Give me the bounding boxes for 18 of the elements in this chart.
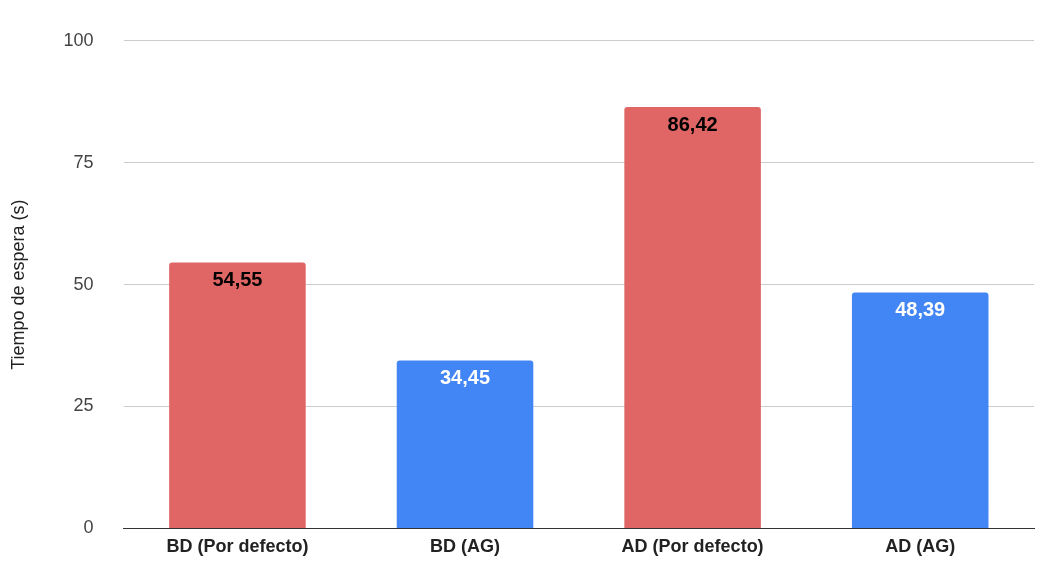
bar xyxy=(851,292,989,528)
data-label: 86,42 xyxy=(667,112,718,135)
y-tick-label: 0 xyxy=(83,517,94,538)
x-tick-label: BD (Por defecto) xyxy=(166,536,309,557)
bar xyxy=(396,360,534,528)
y-tick-label: 50 xyxy=(73,273,94,294)
y-axis-title: Tiempo de espera (s) xyxy=(7,199,28,370)
data-label: 48,39 xyxy=(895,297,946,320)
y-tick-label: 100 xyxy=(63,29,94,50)
x-tick-label: AD (Por defecto) xyxy=(621,536,764,557)
data-label: 54,55 xyxy=(212,267,263,290)
y-tick-label: 25 xyxy=(73,395,94,416)
bar xyxy=(624,107,761,528)
x-tick-label: AD (AG) xyxy=(885,536,956,557)
data-label: 34,45 xyxy=(439,365,491,388)
x-tick-label: BD (AG) xyxy=(430,536,501,557)
y-tick-label: 75 xyxy=(73,151,94,172)
bar xyxy=(169,262,306,528)
